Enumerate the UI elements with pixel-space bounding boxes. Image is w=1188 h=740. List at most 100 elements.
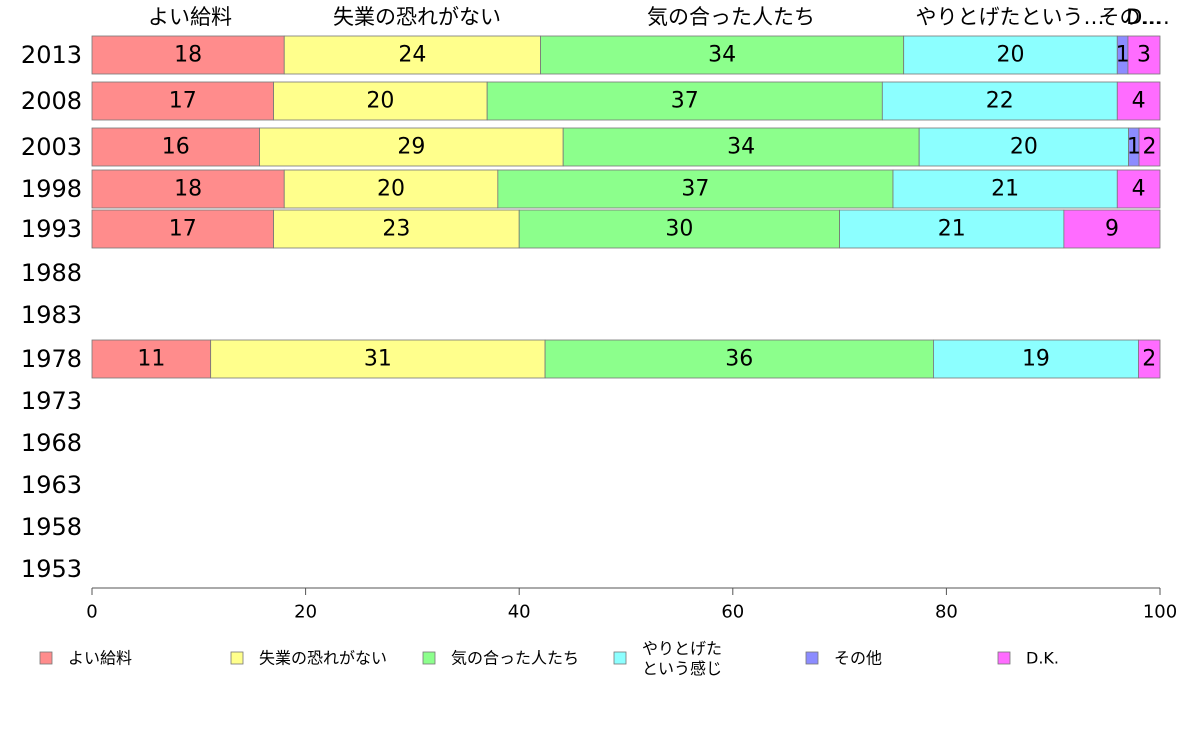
data-label: 37 xyxy=(681,177,709,202)
legend-swatch xyxy=(613,651,627,665)
bar-segment xyxy=(903,35,1118,75)
bar-segment xyxy=(497,169,894,209)
bar-segment xyxy=(1127,35,1161,75)
data-label: 23 xyxy=(382,217,410,242)
x-tick-label: 80 xyxy=(935,602,958,623)
year-label: 2013 xyxy=(21,41,82,69)
series-top-label: D.… xyxy=(1126,5,1170,29)
value-labels-layer: 18 24 34 20 1 317 20 37 22 416 29 34 20 1 218 20 37 21 417… xyxy=(137,43,1156,372)
series-top-label: その… xyxy=(1099,5,1162,29)
year-label: 1988 xyxy=(21,259,82,287)
year-label: 1968 xyxy=(21,429,82,457)
data-label: 11 xyxy=(137,347,165,372)
data-label: 20 xyxy=(996,43,1024,68)
data-label: 18 xyxy=(174,177,202,202)
data-label: 20 xyxy=(366,89,394,114)
bar-segment xyxy=(486,81,883,121)
year-label: 2003 xyxy=(21,133,82,161)
data-label: 22 xyxy=(986,89,1014,114)
bar-segment xyxy=(1138,127,1161,167)
bar-segment xyxy=(273,209,520,249)
bar-segment xyxy=(91,169,285,209)
bar-segment xyxy=(881,81,1118,121)
legend-label: 気の合った人たち xyxy=(451,649,579,668)
data-label: 21 xyxy=(991,177,1019,202)
bar-segment xyxy=(210,339,546,379)
legend-swatch xyxy=(230,651,244,665)
year-label: 1973 xyxy=(21,387,82,415)
bar-segment xyxy=(91,127,260,167)
data-label: 16 xyxy=(162,135,190,160)
year-label: 1983 xyxy=(21,301,82,329)
bar-segment xyxy=(1138,339,1161,379)
bar-segment xyxy=(1116,169,1161,209)
bar-segment xyxy=(91,339,212,379)
data-label: 9 xyxy=(1105,217,1119,242)
legend-label: その他 xyxy=(834,649,882,668)
series-top-label: やりとげたという… xyxy=(916,5,1105,29)
data-label: 3 xyxy=(1137,43,1151,68)
year-label: 1993 xyxy=(21,215,82,243)
data-label: 20 xyxy=(1010,135,1038,160)
data-label: 30 xyxy=(665,217,693,242)
legend-label-line: やりとげた xyxy=(642,639,722,658)
data-label: 19 xyxy=(1022,347,1050,372)
data-label: 36 xyxy=(725,347,753,372)
data-label: 4 xyxy=(1132,177,1146,202)
bar-segment xyxy=(273,81,488,121)
legend-label: よい給料 xyxy=(68,649,132,668)
data-label: 29 xyxy=(397,135,425,160)
bar-segment xyxy=(283,169,499,209)
legend-label: 失業の恐れがない xyxy=(259,649,387,668)
bar-segment xyxy=(259,127,564,167)
data-label: 24 xyxy=(398,43,426,68)
year-label: 1953 xyxy=(21,555,82,583)
data-label: 37 xyxy=(671,89,699,114)
year-label: 1998 xyxy=(21,175,82,203)
bar-segment xyxy=(1116,81,1161,121)
data-label: 34 xyxy=(708,43,736,68)
bar-segment xyxy=(839,209,1065,249)
x-tick-label: 0 xyxy=(86,602,97,623)
data-label: 1 xyxy=(1127,135,1141,160)
x-tick-label: 40 xyxy=(508,602,531,623)
legend-swatch xyxy=(805,651,819,665)
series-top-label: よい給料 xyxy=(148,5,232,29)
x-tick-label: 20 xyxy=(294,602,317,623)
legend-swatch xyxy=(39,651,53,665)
data-label: 2 xyxy=(1142,347,1156,372)
legend-swatch xyxy=(997,651,1011,665)
bar-segment xyxy=(91,209,274,249)
legend-label: D.K. xyxy=(1026,649,1059,668)
bar-segment xyxy=(518,209,841,249)
bar-segment xyxy=(1063,209,1161,249)
data-label: 2 xyxy=(1143,135,1157,160)
data-label: 20 xyxy=(377,177,405,202)
legend-label: やりとげたという感じ xyxy=(642,639,722,678)
year-label: 1963 xyxy=(21,471,82,499)
bar-segment xyxy=(540,35,905,75)
bar-segment xyxy=(562,127,920,167)
bar-segment xyxy=(918,127,1129,167)
x-tick-label: 100 xyxy=(1143,602,1177,623)
data-label: 1 xyxy=(1116,43,1130,68)
data-label: 31 xyxy=(364,347,392,372)
data-label: 4 xyxy=(1132,89,1146,114)
bar-segment xyxy=(283,35,541,75)
legend-swatch xyxy=(422,651,436,665)
bars-layer xyxy=(91,35,1161,379)
year-label: 1958 xyxy=(21,513,82,541)
year-label: 1978 xyxy=(21,345,82,373)
series-top-label: 失業の恐れがない xyxy=(333,5,501,29)
data-label: 18 xyxy=(174,43,202,68)
data-label: 17 xyxy=(169,89,197,114)
legend-label-line: という感じ xyxy=(642,659,722,678)
x-tick-label: 60 xyxy=(721,602,744,623)
bar-segment xyxy=(91,35,285,75)
series-top-label: 気の合った人たち xyxy=(647,5,815,29)
data-label: 34 xyxy=(727,135,755,160)
data-label: 17 xyxy=(169,217,197,242)
data-label: 21 xyxy=(938,217,966,242)
